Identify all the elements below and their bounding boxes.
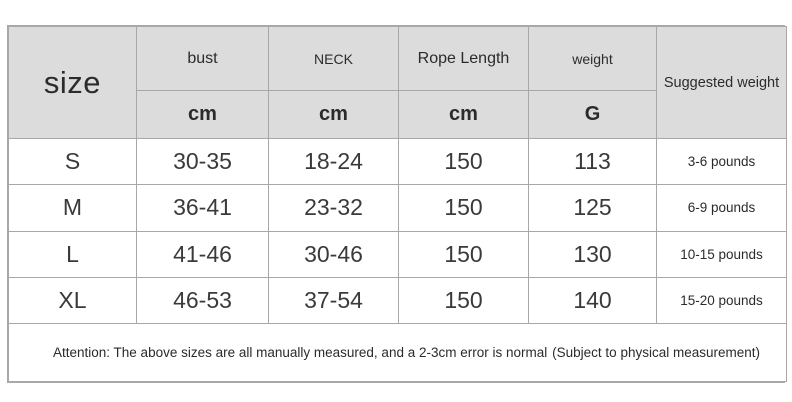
cell-suggested-weight: 10-15 pounds bbox=[656, 230, 787, 278]
header-bust-unit: cm bbox=[136, 90, 269, 140]
cell-bust: 46-53 bbox=[136, 276, 269, 324]
table-footer-row: Attention: The above sizes are all manua… bbox=[8, 322, 787, 383]
header-weight-label: weight bbox=[528, 25, 657, 92]
cell-rope-length: 150 bbox=[398, 138, 529, 186]
cell-suggested-weight: 15-20 pounds bbox=[656, 276, 787, 324]
table-row: L 41-46 30-46 150 130 10-15 pounds bbox=[8, 230, 787, 278]
cell-rope-length: 150 bbox=[398, 230, 529, 278]
header-neck-label: NECK bbox=[268, 25, 399, 92]
cell-size: M bbox=[8, 184, 137, 232]
cell-size: XL bbox=[8, 276, 137, 324]
cell-rope-length: 150 bbox=[398, 184, 529, 232]
cell-neck: 23-32 bbox=[268, 184, 399, 232]
cell-bust: 36-41 bbox=[136, 184, 269, 232]
header-rope-length-unit: cm bbox=[398, 90, 529, 140]
size-chart-table: size bust NECK Rope Length weight Sugges… bbox=[8, 25, 787, 383]
cell-rope-length: 150 bbox=[398, 276, 529, 324]
cell-neck: 37-54 bbox=[268, 276, 399, 324]
footer-subject-note: (Subject to physical measurement) bbox=[552, 344, 760, 360]
cell-size: L bbox=[8, 230, 137, 278]
header-weight-unit: G bbox=[528, 90, 657, 140]
header-size-label: size bbox=[8, 25, 137, 140]
table-header-row-primary: size bust NECK Rope Length weight Sugges… bbox=[8, 25, 787, 140]
cell-weight: 113 bbox=[528, 138, 657, 186]
table-row: XL 46-53 37-54 150 140 15-20 pounds bbox=[8, 276, 787, 324]
cell-neck: 30-46 bbox=[268, 230, 399, 278]
size-chart-container: size bust NECK Rope Length weight Sugges… bbox=[7, 25, 787, 383]
header-suggested-weight-label: Suggested weight bbox=[656, 25, 787, 140]
footer-inner: Attention: The above sizes are all manua… bbox=[9, 324, 786, 381]
cell-weight: 130 bbox=[528, 230, 657, 278]
cell-neck: 18-24 bbox=[268, 138, 399, 186]
cell-weight: 125 bbox=[528, 184, 657, 232]
cell-suggested-weight: 6-9 pounds bbox=[656, 184, 787, 232]
footer-attention-note: Attention: The above sizes are all manua… bbox=[53, 344, 548, 360]
cell-suggested-weight: 3-6 pounds bbox=[656, 138, 787, 186]
cell-bust: 30-35 bbox=[136, 138, 269, 186]
header-bust-label: bust bbox=[136, 25, 269, 92]
table-row: M 36-41 23-32 150 125 6-9 pounds bbox=[8, 184, 787, 232]
table-row: S 30-35 18-24 150 113 3-6 pounds bbox=[8, 138, 787, 186]
cell-weight: 140 bbox=[528, 276, 657, 324]
cell-size: S bbox=[8, 138, 137, 186]
table-header-row-units: cm cm cm G bbox=[9, 90, 787, 140]
cell-bust: 41-46 bbox=[136, 230, 269, 278]
footer-cell: Attention: The above sizes are all manua… bbox=[8, 322, 787, 383]
header-rope-length-label: Rope Length bbox=[398, 25, 529, 92]
header-neck-unit: cm bbox=[268, 90, 399, 140]
